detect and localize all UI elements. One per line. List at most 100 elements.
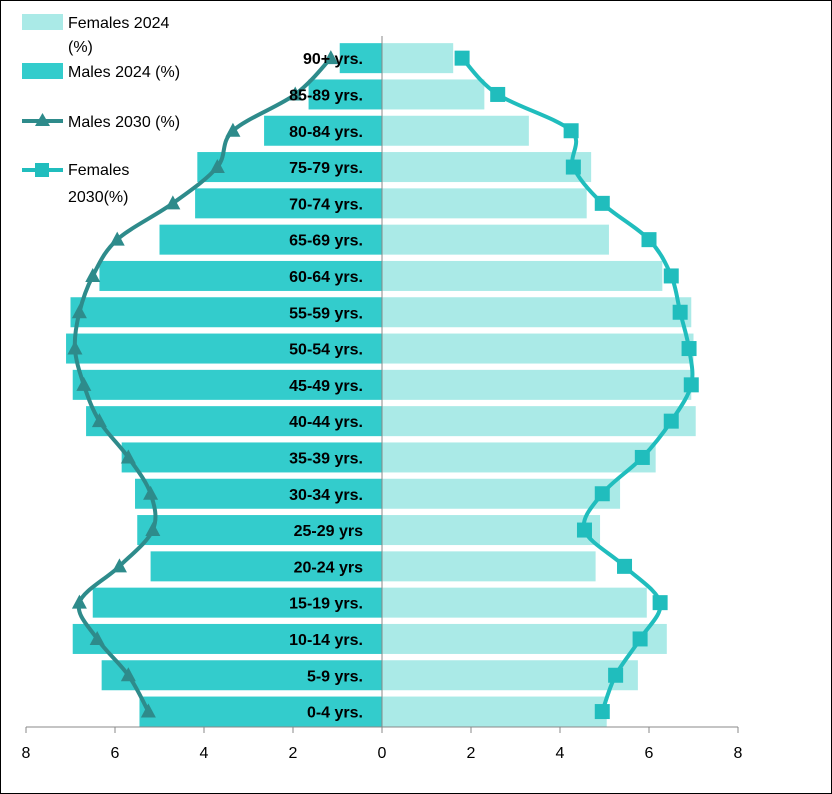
legend-label-females-2030-line1: Females (68, 162, 129, 179)
marker-males-2030 (71, 304, 87, 319)
bar-females-2024 (382, 406, 696, 437)
age-group-label: 85-89 yrs. (289, 87, 363, 104)
x-tick-label: 2 (467, 745, 476, 762)
marker-males-2030 (287, 86, 303, 101)
marker-females-2030 (563, 123, 579, 139)
marker-males-2030 (76, 376, 92, 391)
x-tick-label: 2 (289, 745, 298, 762)
marker-males-2030 (323, 50, 339, 65)
bar-females-2024 (382, 623, 667, 654)
marker-males-2030 (89, 630, 105, 645)
age-group-label: 20-24 yrs (294, 559, 363, 576)
bars-group (66, 43, 696, 727)
age-group-label: 60-64 yrs. (289, 269, 363, 286)
marker-males-2030 (109, 231, 125, 246)
age-group-label: 75-79 yrs. (289, 160, 363, 177)
marker-males-2030 (140, 703, 156, 718)
bar-males-2024 (101, 660, 383, 691)
marker-females-2030 (672, 304, 688, 320)
marker-males-2030 (145, 522, 161, 537)
marker-males-2030 (71, 594, 87, 609)
x-tick-label: 4 (200, 745, 209, 762)
legend-swatch-males-2024 (22, 63, 63, 79)
bar-males-2024 (121, 442, 383, 473)
legend-label-females-2024-line2: (%) (68, 39, 93, 56)
age-group-label: 0-4 yrs. (307, 705, 363, 722)
bar-males-2024 (99, 260, 383, 291)
bar-males-2024 (264, 115, 382, 146)
age-group-label: 80-84 yrs. (289, 124, 363, 141)
legend-label-males-2024: Males 2024 (%) (68, 64, 180, 81)
age-group-label: 40-44 yrs. (289, 414, 363, 431)
bar-females-2024 (382, 79, 485, 110)
bar-males-2024 (339, 43, 382, 74)
x-tick-label: 6 (645, 745, 654, 762)
age-group-label: 55-59 yrs. (289, 305, 363, 322)
bar-males-2024 (197, 152, 382, 183)
legend-marker-males-2030 (35, 113, 50, 126)
bar-females-2024 (382, 188, 587, 219)
marker-females-2030 (594, 195, 610, 211)
marker-females-2030 (652, 595, 668, 611)
age-group-label: 90+ yrs. (303, 51, 363, 68)
age-labels-group: 0-4 yrs. 5-9 yrs. 10-14 yrs. 15-19 yrs. 20-2… (289, 51, 363, 721)
bar-females-2024 (382, 660, 638, 691)
age-group-label: 25-29 yrs (294, 523, 363, 540)
lines-group (67, 50, 699, 720)
marker-males-2030 (67, 340, 83, 355)
legend-label-females-2024-line1: Females 2024 (68, 15, 169, 32)
age-group-label: 70-74 yrs. (289, 196, 363, 213)
marker-females-2030 (576, 522, 592, 538)
marker-females-2030 (594, 704, 610, 720)
age-group-label: 35-39 yrs. (289, 450, 363, 467)
bar-males-2024 (72, 369, 382, 400)
bar-males-2024 (70, 297, 382, 328)
bar-females-2024 (382, 260, 663, 291)
bar-females-2024 (382, 442, 656, 473)
age-group-label: 65-69 yrs. (289, 233, 363, 250)
bar-males-2024 (150, 551, 382, 582)
bar-males-2024 (139, 696, 382, 727)
age-group-label: 50-54 yrs. (289, 342, 363, 359)
marker-females-2030 (454, 50, 470, 66)
legend-label-females-2030-line2: 2030(%) (68, 189, 128, 206)
marker-females-2030 (641, 232, 657, 248)
marker-males-2030 (165, 195, 181, 210)
age-group-label: 10-14 yrs. (289, 632, 363, 649)
marker-males-2030 (111, 558, 127, 573)
bar-females-2024 (382, 43, 454, 74)
bar-females-2024 (382, 515, 601, 546)
bar-females-2024 (382, 297, 692, 328)
x-tick-label: 8 (22, 745, 31, 762)
bar-males-2024 (308, 79, 382, 110)
marker-females-2030 (681, 341, 697, 357)
bar-females-2024 (382, 152, 592, 183)
bar-males-2024 (159, 224, 382, 255)
x-tick-label: 4 (556, 745, 565, 762)
marker-females-2030 (608, 667, 624, 683)
x-tick-label: 8 (734, 745, 743, 762)
marker-females-2030 (683, 377, 699, 393)
bar-females-2024 (382, 333, 694, 364)
legend-label-males-2030: Males 2030 (%) (68, 114, 180, 131)
marker-males-2030 (120, 449, 136, 464)
bar-females-2024 (382, 224, 609, 255)
marker-females-2030 (594, 486, 610, 502)
marker-males-2030 (209, 159, 225, 174)
marker-males-2030 (91, 413, 107, 428)
marker-males-2030 (85, 267, 101, 282)
bar-males-2024 (92, 587, 382, 618)
bar-females-2024 (382, 587, 647, 618)
age-group-label: 5-9 yrs. (307, 668, 363, 685)
legend-marker-females-2030 (35, 163, 49, 177)
x-tick-label: 0 (378, 745, 387, 762)
marker-females-2030 (663, 268, 679, 284)
bar-females-2024 (382, 551, 596, 582)
marker-females-2030 (617, 558, 633, 574)
bar-males-2024 (135, 478, 382, 509)
marker-females-2030 (634, 449, 650, 465)
age-group-label: 30-34 yrs. (289, 487, 363, 504)
marker-females-2030 (632, 631, 648, 647)
legend: Females 2024 (%) Males 2024 (%) Males 20… (22, 14, 180, 206)
